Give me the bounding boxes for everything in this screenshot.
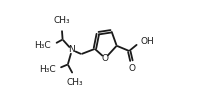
Text: N: N: [69, 45, 75, 54]
Text: CH₃: CH₃: [53, 16, 70, 25]
Text: OH: OH: [141, 37, 154, 46]
Text: H₃C: H₃C: [34, 41, 51, 50]
Text: O: O: [102, 54, 109, 63]
Text: O: O: [129, 64, 136, 74]
Text: H₃C: H₃C: [39, 65, 55, 74]
Text: CH₃: CH₃: [67, 78, 83, 87]
